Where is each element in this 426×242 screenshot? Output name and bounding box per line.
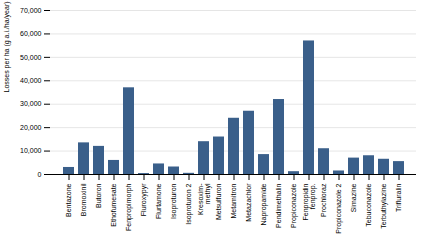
svg-text:20,000: 20,000: [20, 124, 42, 131]
svg-text:Terbuthylazine: Terbuthylazine: [380, 183, 388, 228]
svg-text:Metazachlor: Metazachlor: [245, 183, 252, 222]
svg-text:60,000: 60,000: [20, 30, 42, 37]
svg-text:Trifluralin: Trifluralin: [395, 183, 402, 212]
svg-text:Fluroxypyr: Fluroxypyr: [140, 183, 148, 216]
svg-text:Ethofumesate: Ethofumesate: [110, 183, 117, 226]
svg-text:Butoron: Butoron: [95, 183, 102, 208]
svg-text:Kresoxim-methyl: Kresoxim-methyl: [197, 183, 212, 215]
svg-text:Metamitron: Metamitron: [230, 183, 237, 218]
svg-text:Propiconazole: Propiconazole: [290, 183, 298, 227]
svg-text:50,000: 50,000: [20, 54, 42, 61]
svg-text:Pendimethalin: Pendimethalin: [275, 183, 282, 227]
svg-text:Isoproturon: Isoproturon: [170, 183, 178, 219]
svg-text:Isoproturon 2: Isoproturon 2: [185, 183, 193, 224]
svg-text:40,000: 40,000: [20, 77, 42, 84]
svg-text:Fenpropimorph: Fenpropimorph: [125, 183, 133, 231]
svg-text:0: 0: [38, 171, 42, 178]
svg-text:Fenpropidinfenprop.: Fenpropidinfenprop.: [302, 183, 317, 220]
svg-text:Metsulfuron: Metsulfuron: [215, 183, 222, 220]
svg-text:Napropamide: Napropamide: [260, 183, 268, 225]
svg-text:Propiconazole 2: Propiconazole 2: [335, 183, 343, 233]
svg-text:Simazine: Simazine: [350, 183, 357, 212]
svg-text:Losses per ha (g a.i./ha/year): Losses per ha (g a.i./ha/year): [3, 1, 11, 92]
svg-text:10,000: 10,000: [20, 147, 42, 154]
svg-text:Tebuconazole: Tebuconazole: [365, 183, 372, 226]
svg-text:Flurtamone: Flurtamone: [155, 183, 162, 219]
svg-text:Bentazone: Bentazone: [65, 183, 72, 217]
svg-text:Bromoxinil: Bromoxinil: [80, 183, 87, 216]
svg-text:Prochloraz: Prochloraz: [320, 183, 327, 217]
svg-text:70,000: 70,000: [20, 7, 42, 14]
svg-text:30,000: 30,000: [20, 100, 42, 107]
